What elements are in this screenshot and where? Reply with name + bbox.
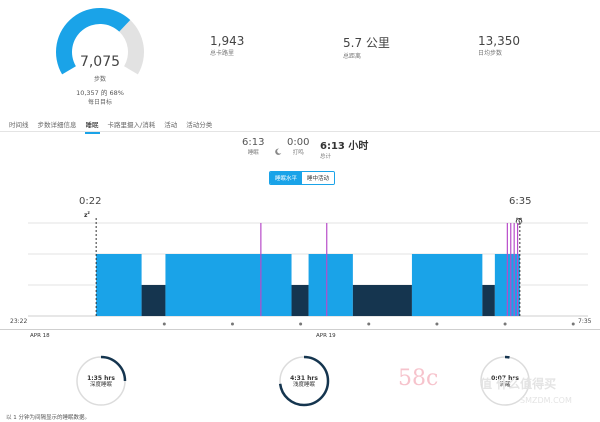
hour-tick — [162, 322, 166, 326]
hour-tick — [367, 322, 371, 326]
sleep-segment-deep — [352, 285, 412, 316]
sleep-segment-light — [165, 254, 292, 316]
footer-note: 以 1 分钟为间隔显示的睡眠数据。 — [6, 415, 90, 421]
watermark-badge-text: 值 什么值得买 — [480, 377, 557, 391]
gauge-track — [119, 20, 144, 75]
sleep-segment-light — [308, 254, 353, 316]
tab-activity[interactable]: 活动 — [164, 121, 178, 129]
steps-value: 7,075 — [79, 54, 121, 70]
sleep-segment-deep — [141, 285, 166, 316]
tab-timeline[interactable]: 时间线 — [9, 121, 29, 129]
awake-time-value: 0:00 — [287, 137, 310, 148]
total-sleep-value: 6:13 小时 — [320, 141, 369, 152]
stat-avg-steps-value: 13,350 — [478, 34, 520, 48]
watermark-badge: 值 什么值得买 SMZDM.COM — [480, 375, 595, 415]
stat-avg-steps: 13,350 日均步数 — [478, 34, 520, 57]
stat-distance-label: 总距离 — [343, 53, 362, 60]
sleep-segment-light — [411, 254, 483, 316]
sleep-view-toggle: 睡眠水平 睡中活动 — [269, 171, 336, 185]
sleep-time: 6:13 睡眠 — [242, 137, 264, 156]
light-sleep-ring — [278, 355, 330, 407]
total-sleep-label: 总计 — [320, 154, 332, 160]
steps-gauge-arc — [56, 7, 144, 75]
axis-end-label: 7:35 — [578, 318, 592, 325]
sleep-time-value: 6:13 — [242, 137, 265, 148]
sleep-segment-light — [96, 254, 142, 316]
goal-label: 每日目标 — [87, 99, 112, 106]
moon-icon — [275, 140, 282, 155]
stat-avg-steps-label: 日均步数 — [478, 50, 503, 57]
sleep-summary: 6:13 睡眠 0:00 打鸣 6:13 小时 总计 — [242, 137, 392, 161]
hour-tick — [503, 322, 507, 326]
awake-value: 0:07 hrs — [491, 375, 519, 382]
date-divider — [0, 329, 600, 330]
goal-text: 10,357 的 68% — [76, 89, 124, 97]
total-sleep: 6:13 小时 总计 — [320, 137, 368, 160]
tab-bar: 时间线 步数详细信息 睡眠 卡路里摄入/消耗 活动 活动分类 — [8, 119, 213, 134]
hour-tick — [299, 322, 303, 326]
stat-calories-value: 1,943 — [210, 34, 245, 48]
sleep-start-time: 0:22 — [79, 196, 102, 207]
ring-progress — [278, 355, 330, 407]
zzz-icon: zz — [84, 210, 90, 219]
stat-distance: 5.7 公里 总距离 — [343, 34, 390, 60]
awake-time-label: 打鸣 — [292, 150, 304, 156]
stat-calories: 1,943 总卡路里 — [210, 34, 244, 57]
wake-time: 6:35 — [509, 196, 532, 207]
deep-sleep-circle: 1:35 hrs 深度睡眠 — [75, 355, 127, 407]
light-sleep-value: 4:31 hrs — [290, 375, 318, 382]
date-left: APR 18 — [30, 333, 50, 339]
gauge-fill — [56, 7, 131, 75]
awake-ring — [479, 355, 531, 407]
sleep-chart — [28, 218, 588, 326]
toggle-sleep-movement[interactable]: 睡中活动 — [302, 172, 335, 184]
tab-step-details[interactable]: 步数详细信息 — [37, 121, 77, 129]
sleep-time-label: 睡眠 — [247, 150, 259, 156]
alarm-clock-icon — [515, 210, 523, 225]
sleep-segment-deep — [291, 285, 309, 316]
watermark-text: 58c — [398, 366, 439, 391]
awake-circle: 0:07 hrs 清醒 — [479, 355, 531, 407]
deep-sleep-value: 1:35 hrs — [87, 375, 115, 382]
deep-sleep-ring — [75, 355, 127, 407]
stat-distance-value: 5.7 公里 — [343, 36, 390, 50]
hour-tick — [435, 322, 439, 326]
date-right: APR 19 — [316, 333, 336, 339]
deep-sleep-label: 深度睡眠 — [89, 382, 112, 388]
awake-time: 0:00 打鸣 — [287, 137, 309, 156]
awake-label: 清醒 — [499, 382, 511, 388]
stat-calories-label: 总卡路里 — [210, 50, 235, 57]
tab-sleep[interactable]: 睡眠 — [84, 119, 100, 134]
axis-start-label: 23:22 — [10, 318, 28, 325]
hour-tick — [230, 322, 234, 326]
light-sleep-circle: 4:31 hrs 浅度睡眠 — [278, 355, 330, 407]
sleep-segment-deep — [482, 285, 495, 316]
tab-activity-category[interactable]: 活动分类 — [186, 121, 213, 129]
tab-calories[interactable]: 卡路里摄入/消耗 — [107, 121, 156, 129]
light-sleep-label: 浅度睡眠 — [292, 382, 315, 388]
steps-gauge: 7,075 步数 10,357 的 68% 每日目标 — [50, 6, 150, 110]
steps-label: 步数 — [93, 76, 106, 83]
toggle-sleep-level[interactable]: 睡眠水平 — [270, 172, 303, 184]
hour-tick — [571, 322, 575, 326]
ring-progress — [479, 355, 531, 407]
tab-divider — [0, 131, 600, 132]
watermark-site: SMZDM.COM — [520, 396, 572, 405]
ring-progress — [75, 355, 127, 407]
